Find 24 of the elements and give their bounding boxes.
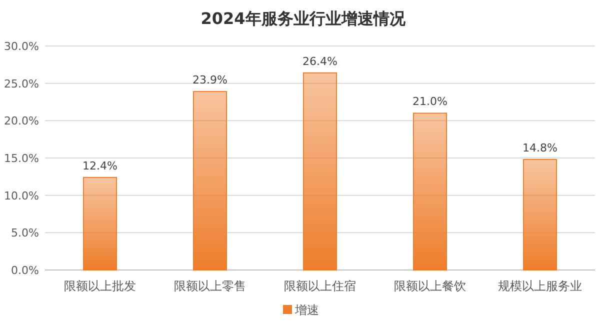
y-tick-label: 0.0% xyxy=(11,264,39,277)
y-tick-label: 30.0% xyxy=(4,40,39,53)
bar xyxy=(523,158,557,270)
x-tick-label: 限额以上餐饮 xyxy=(394,279,466,293)
x-tick-label: 限额以上住宿 xyxy=(284,279,356,293)
data-label: 21.0% xyxy=(412,95,448,108)
bar xyxy=(303,72,337,270)
y-tick-label: 25.0% xyxy=(4,77,39,90)
data-label: 23.9% xyxy=(192,74,228,87)
y-tick-label: 10.0% xyxy=(4,189,39,202)
legend-label: 增速 xyxy=(294,303,319,317)
x-tick-label: 规模以上服务业 xyxy=(498,279,582,293)
data-label: 26.4% xyxy=(302,54,338,68)
x-tick-label: 限额以上零售 xyxy=(174,279,246,293)
y-tick-label: 15.0% xyxy=(4,152,39,165)
chart-title: 2024年服务业行业增速情况 xyxy=(200,9,406,28)
y-tick-label: 20.0% xyxy=(4,114,39,128)
x-tick-label: 限额以上批发 xyxy=(64,279,136,293)
bar xyxy=(413,112,447,270)
data-label: 14.8% xyxy=(522,141,558,154)
bar xyxy=(193,91,227,270)
y-tick-label: 5.0% xyxy=(11,226,39,240)
bar xyxy=(83,176,117,270)
data-label: 12.4% xyxy=(82,159,118,172)
